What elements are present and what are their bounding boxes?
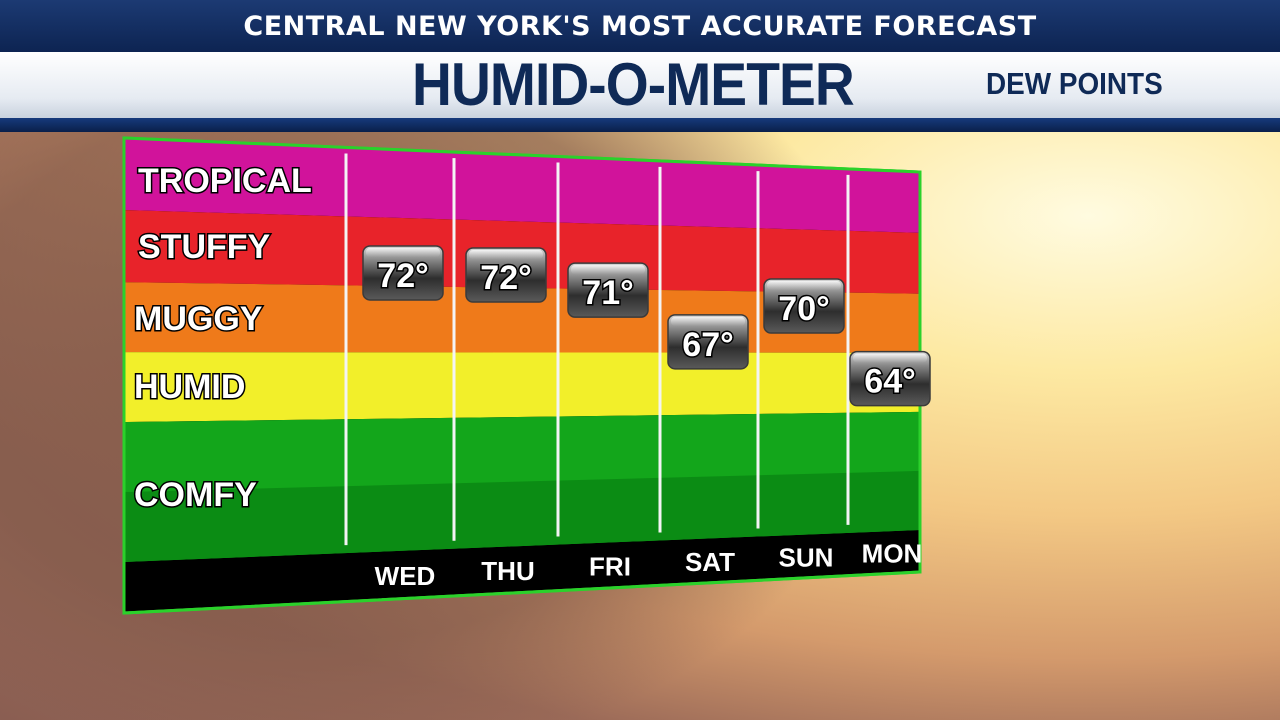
day-label-sat: SAT — [685, 547, 735, 577]
divider-strip — [0, 118, 1280, 132]
value-label: 70° — [778, 290, 829, 328]
day-label-mon: MON — [862, 538, 923, 568]
band-label-muggy: MUGGY — [134, 300, 263, 338]
value-marker-mon: 64° — [849, 350, 931, 407]
value-marker-thu: 72° — [465, 247, 547, 303]
page-title: HUMID-O-METER — [412, 51, 855, 118]
day-label-sun: SUN — [779, 542, 834, 572]
chart-border — [122, 136, 922, 615]
value-marker-wed: 72° — [362, 245, 444, 301]
value-label: 72° — [480, 259, 531, 297]
title-bar: HUMID-O-METER DEW POINTS — [0, 52, 1280, 118]
top-banner: CENTRAL NEW YORK'S MOST ACCURATE FORECAS… — [0, 0, 1280, 52]
band-humid — [124, 352, 920, 423]
value-marker-sun: 70° — [763, 278, 845, 334]
value-marker-sat: 67° — [667, 314, 749, 370]
value-marker-fri: 71° — [567, 262, 649, 318]
value-label: 64° — [864, 363, 915, 401]
value-label: 72° — [377, 257, 428, 295]
band-tropical — [124, 138, 920, 233]
tagline: CENTRAL NEW YORK'S MOST ACCURATE FORECAS… — [243, 10, 1037, 42]
value-label: 67° — [682, 326, 733, 364]
band-label-stuffy: STUFFY — [138, 228, 271, 266]
band-label-comfy: COMFY — [134, 476, 257, 514]
band-comfy-lower — [124, 470, 920, 562]
day-label-thu: THU — [481, 556, 534, 586]
band-label-tropical: TROPICAL — [138, 162, 312, 200]
day-label-fri: FRI — [589, 551, 631, 581]
value-label: 71° — [582, 274, 633, 312]
day-label-wed: WED — [375, 561, 436, 591]
band-label-humid: HUMID — [134, 368, 245, 406]
page-subtitle: DEW POINTS — [986, 66, 1163, 101]
